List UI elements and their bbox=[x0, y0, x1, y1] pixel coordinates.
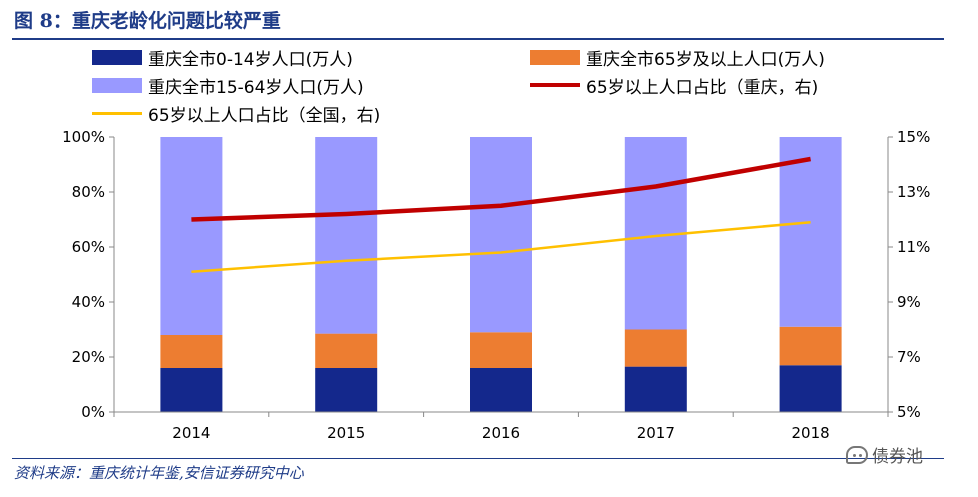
legend-label: 重庆全市0-14岁人口(万人) bbox=[148, 49, 353, 70]
bar-segment-2014-0 bbox=[160, 368, 223, 412]
bar-segment-2015-2 bbox=[315, 137, 378, 334]
legend-item-15-64: 重庆全市15-64岁人口(万人) bbox=[92, 73, 364, 98]
y-left-tick-label: 20% bbox=[72, 348, 105, 366]
watermark: 债券池 bbox=[846, 442, 923, 467]
legend-label: 重庆全市65岁及以上人口(万人) bbox=[586, 49, 825, 70]
legend-item-cq-ratio: 65岁以上人口占比（重庆，右) bbox=[530, 73, 819, 98]
legend-swatch bbox=[92, 77, 142, 93]
wechat-icon bbox=[846, 445, 868, 464]
bar-segment-2015-0 bbox=[315, 368, 378, 412]
axes-group: 0% 20% 40% 60% 80% 100% 5% 7% 9% 11% 13% 15% 2014 201… bbox=[62, 128, 930, 442]
watermark-text: 债券池 bbox=[872, 447, 923, 467]
bar-segment-2014-1 bbox=[160, 335, 223, 368]
y-right-tick-label: 15% bbox=[897, 128, 930, 146]
legend-item-0-14: 重庆全市0-14岁人口(万人) bbox=[92, 45, 353, 70]
bar-segment-2018-1 bbox=[779, 326, 842, 366]
legend-swatch bbox=[92, 111, 142, 115]
lines-group bbox=[191, 156, 811, 273]
legend-label: 65岁以上人口占比（全国，右) bbox=[148, 105, 381, 126]
bar-segment-2018-2 bbox=[779, 137, 842, 327]
y-right-tick-label: 5% bbox=[897, 403, 921, 421]
y-left-tick-label: 0% bbox=[81, 403, 105, 421]
bars-group bbox=[160, 137, 842, 412]
legend-swatch bbox=[530, 83, 580, 87]
x-tick-label: 2014 bbox=[172, 424, 210, 442]
y-left-tick-label: 80% bbox=[72, 183, 105, 201]
figure-title: 图 8：重庆老龄化问题比较严重 bbox=[14, 10, 281, 32]
bar-segment-2016-1 bbox=[470, 332, 532, 368]
x-tick-label: 2015 bbox=[327, 424, 365, 442]
x-tick-label: 2017 bbox=[637, 424, 675, 442]
bar-segment-2014-2 bbox=[160, 137, 223, 335]
x-tick-label: 2018 bbox=[792, 424, 830, 442]
line-series-0 bbox=[191, 156, 811, 222]
legend-label: 重庆全市15-64岁人口(万人) bbox=[148, 77, 364, 98]
bar-segment-2016-2 bbox=[470, 137, 532, 333]
legend-swatch bbox=[530, 49, 580, 65]
legend-label: 65岁以上人口占比（重庆，右) bbox=[586, 77, 819, 98]
legend-swatch bbox=[92, 49, 142, 65]
bar-segment-2015-1 bbox=[315, 333, 378, 368]
bar-segment-2017-0 bbox=[624, 366, 687, 412]
bar-segment-2018-0 bbox=[779, 365, 842, 412]
chart-area: 0% 20% 40% 60% 80% 100% 5% 7% 9% 11% 13% 15% 2014 201… bbox=[62, 128, 930, 442]
footer-rule bbox=[12, 458, 944, 459]
y-left-tick-label: 40% bbox=[72, 293, 105, 311]
y-left-tick-label: 60% bbox=[72, 238, 105, 256]
y-right-tick-label: 11% bbox=[897, 238, 930, 256]
title-rule bbox=[12, 38, 944, 40]
y-right-tick-label: 13% bbox=[897, 183, 930, 201]
source-note: 资料来源：重庆统计年鉴,安信证券研究中心 bbox=[14, 464, 304, 482]
legend-item-cn-ratio: 65岁以上人口占比（全国，右) bbox=[92, 101, 381, 126]
y-right-tick-label: 9% bbox=[897, 293, 921, 311]
x-tick-label: 2016 bbox=[482, 424, 520, 442]
legend-item-65plus: 重庆全市65岁及以上人口(万人) bbox=[530, 45, 825, 70]
bar-segment-2017-1 bbox=[624, 329, 687, 367]
bar-segment-2016-0 bbox=[470, 368, 532, 412]
line-series-1 bbox=[191, 221, 811, 273]
y-right-tick-label: 7% bbox=[897, 348, 921, 366]
y-left-tick-label: 100% bbox=[62, 128, 105, 146]
